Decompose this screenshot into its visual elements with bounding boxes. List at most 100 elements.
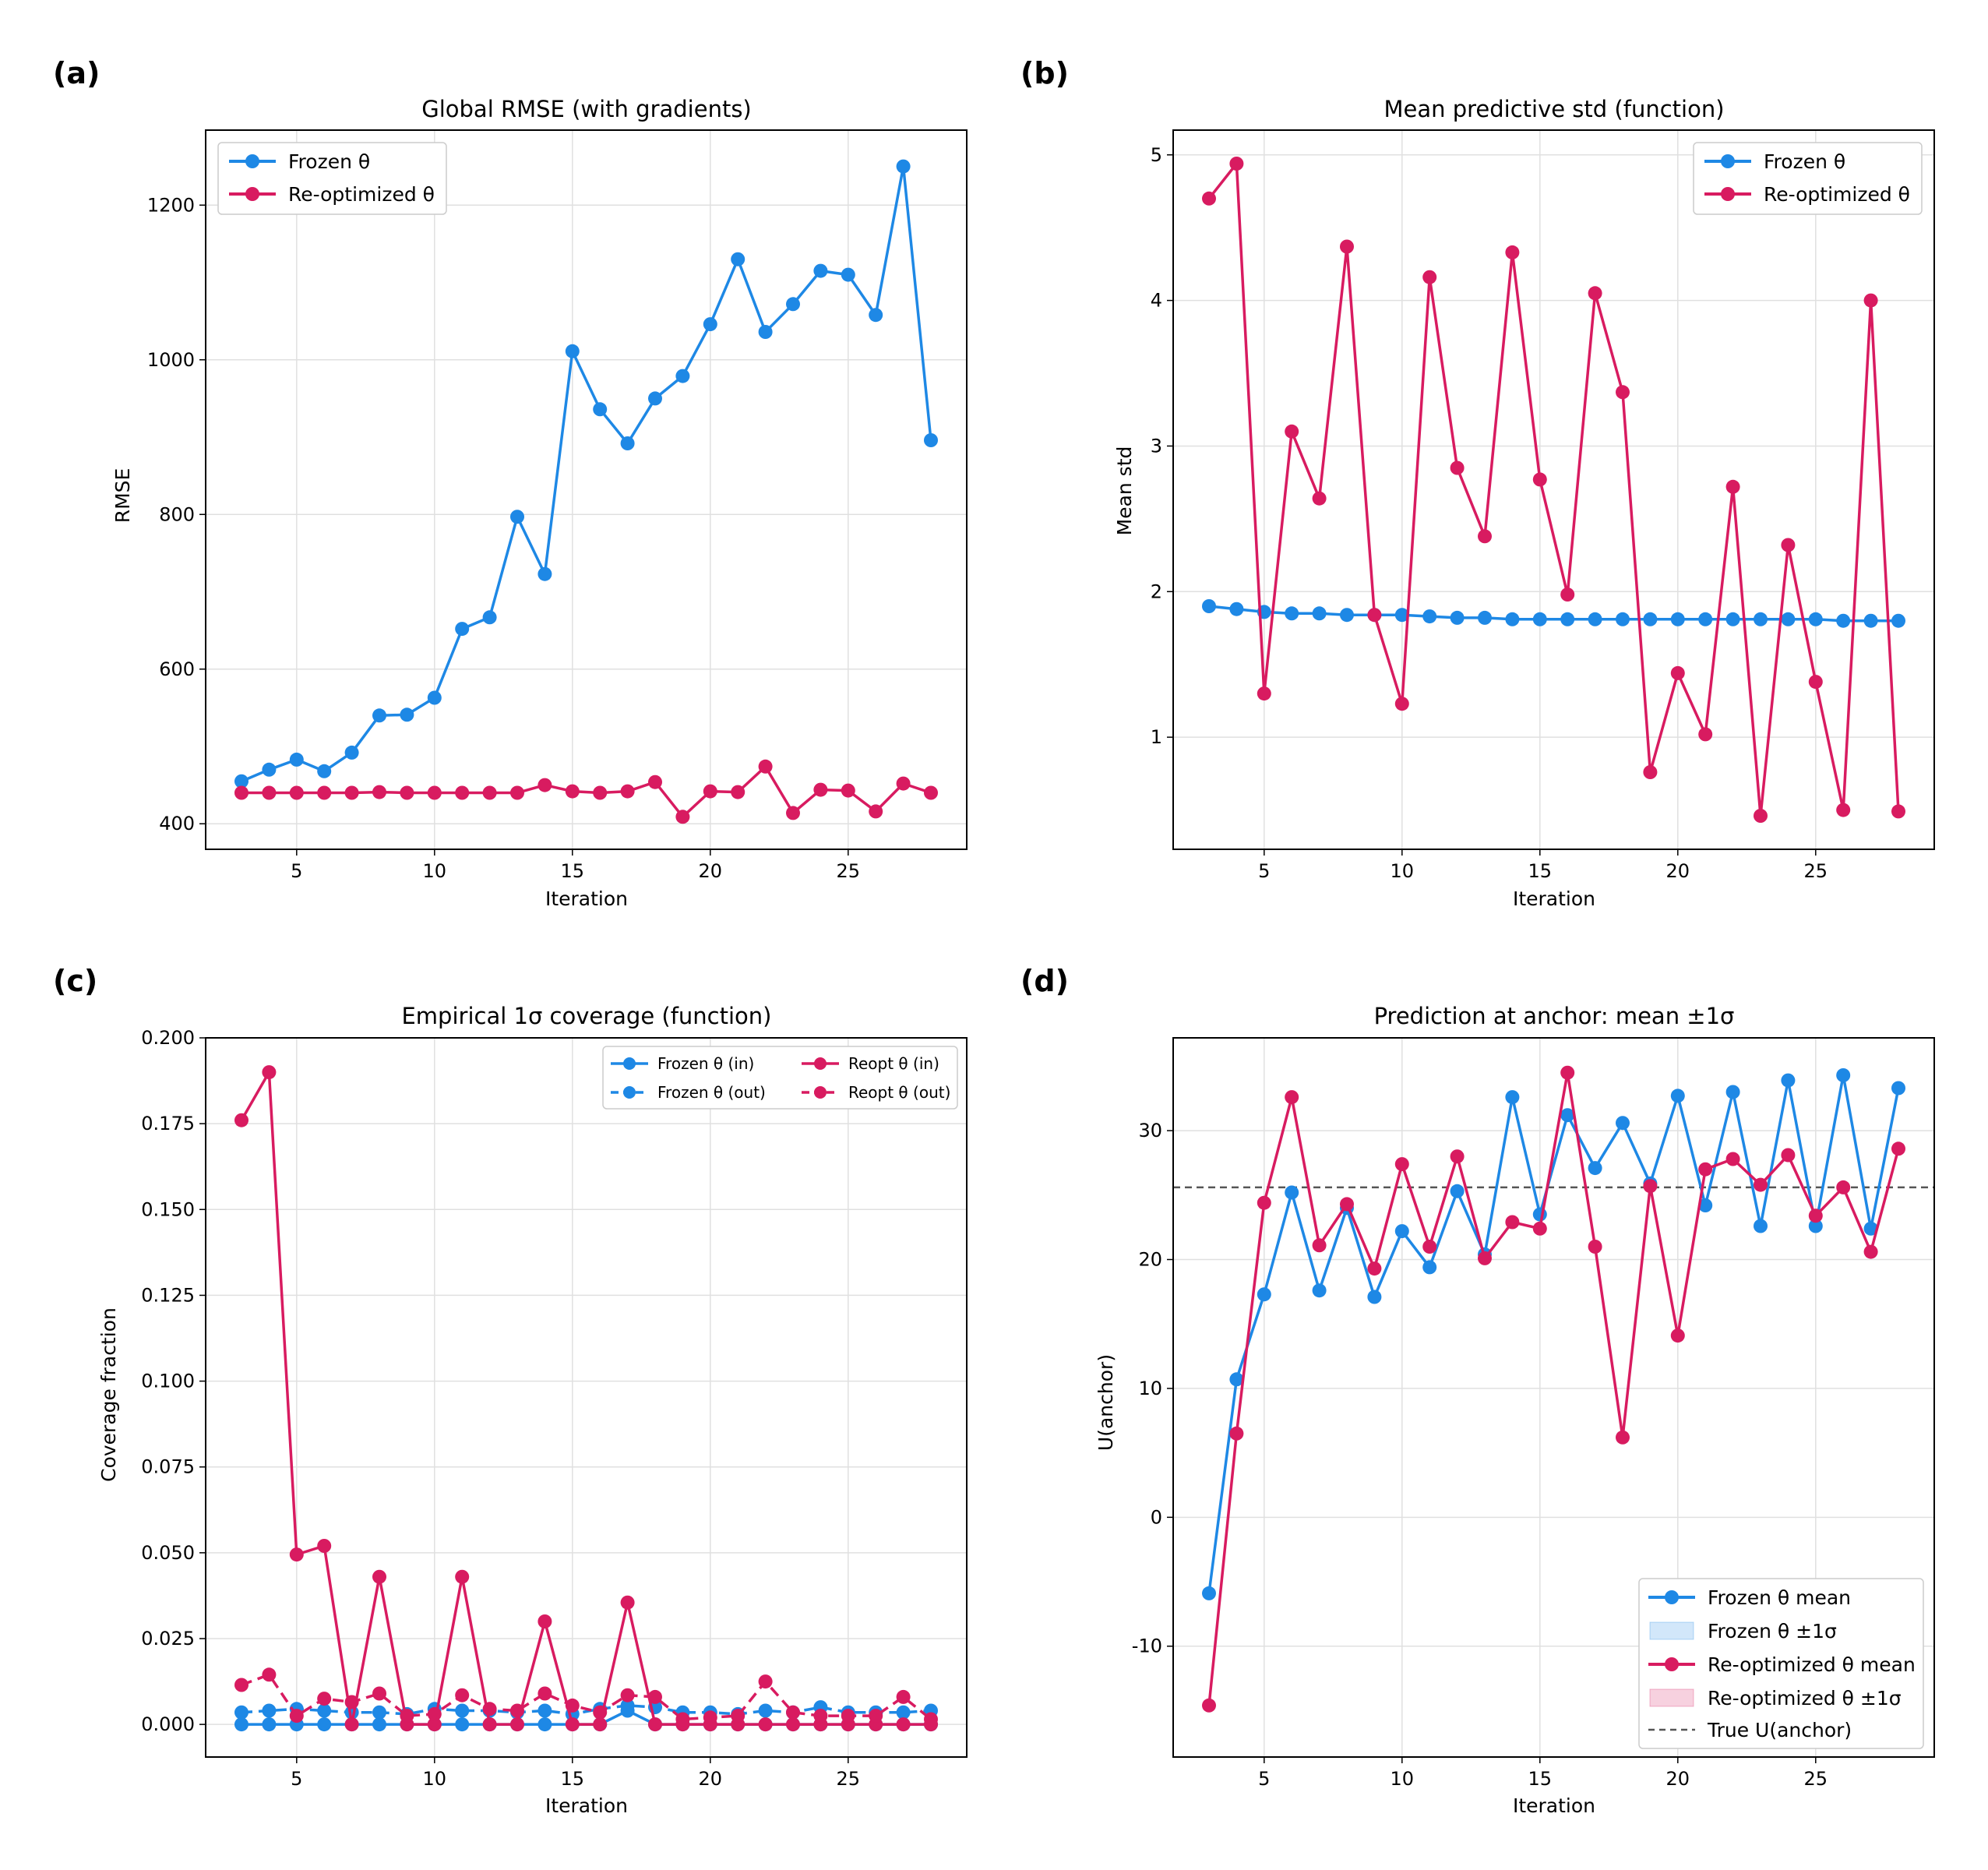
panel-b-data-point: [1394, 697, 1409, 711]
panel-a-xtick-label: 15: [561, 860, 585, 882]
panel-b-data-point: [1340, 608, 1354, 623]
panel-c-legend-frozen-out-label: Frozen θ (out): [657, 1083, 766, 1102]
panel-a-data-point: [924, 785, 938, 800]
panel-d-data-point: [1863, 1221, 1878, 1236]
panel-a-data-point: [620, 436, 635, 450]
panel-b-data-point: [1670, 612, 1685, 626]
panel-b-data-point: [1670, 665, 1685, 680]
panel-d-data-point: [1891, 1141, 1905, 1156]
panel-b-letter: (b): [1020, 56, 1069, 90]
panel-b-data-point: [1781, 538, 1796, 552]
panel-b-data-point: [1754, 612, 1768, 626]
panel-a-xtick-label: 5: [291, 860, 302, 882]
panel-c-data-point: [620, 1595, 635, 1610]
panel-d-data-point: [1616, 1430, 1630, 1445]
panel-c-data-point: [262, 1667, 277, 1682]
panel-a-data-point: [234, 774, 248, 789]
panel-c-plot: [234, 1065, 938, 1732]
panel-d-data-point: [1670, 1088, 1685, 1103]
panel-d-data-point: [1670, 1328, 1685, 1343]
panel-c-data-point: [786, 1717, 800, 1732]
panel-a-legend-reopt-marker: [245, 187, 259, 201]
panel-b-data-point: [1643, 612, 1658, 626]
panel-a-data-point: [924, 433, 938, 447]
panel-b-data-point: [1588, 286, 1602, 301]
panel-b-data-point: [1367, 608, 1382, 623]
panel-c-data-point: [317, 1703, 332, 1718]
panel-d-series-line: [1207, 1074, 1900, 1594]
panel-c-data-point: [344, 1717, 359, 1732]
panel-c-ytick-label: 0.150: [141, 1198, 195, 1220]
panel-a-data-point: [289, 752, 304, 767]
panel-d-xtick-label: 20: [1666, 1768, 1690, 1790]
panel-a-data-point: [731, 785, 746, 799]
panel-b-xtick-label: 15: [1528, 860, 1553, 882]
panel-c-axes-frame: [205, 1037, 968, 1758]
panel-a-data-point: [841, 783, 855, 798]
panel-d-xtick-label: 5: [1258, 1768, 1270, 1790]
panel-b-data-point: [1257, 686, 1271, 701]
panel-a-ytick-label: 1200: [147, 194, 195, 216]
panel-c-data-point: [896, 1689, 911, 1704]
panel-c-grid: [206, 1037, 967, 1757]
panel-b-ytick-label: 5: [1151, 144, 1162, 166]
panel-b-legend-frozen-marker: [1721, 154, 1735, 168]
panel-a-ytick-label: 1000: [147, 349, 195, 371]
panel-c-legend-reopt-out-marker: [814, 1086, 827, 1099]
panel-a-data-point: [620, 784, 635, 799]
panel-b-xtick-label: 5: [1258, 860, 1270, 882]
panel-c-data-point: [620, 1688, 635, 1702]
panel-d-data-point: [1588, 1161, 1602, 1176]
panel-c: (c) Empirical 1σ coverage (function) Ite…: [53, 964, 968, 1817]
panel-d-legend: Frozen θ mean Frozen θ ±1σ Re-optimized …: [1638, 1578, 1924, 1749]
panel-c-data-point: [455, 1717, 470, 1732]
panel-d-data-point: [1394, 1224, 1409, 1239]
panel-c-legend-box: [602, 1046, 958, 1110]
panel-d-legend-frozen-band-label: Frozen θ ±1σ: [1708, 1620, 1837, 1642]
panel-d-data-point: [1781, 1148, 1796, 1163]
panel-d-data-point: [1312, 1283, 1327, 1298]
panel-a-data-point: [813, 782, 828, 797]
panel-d-xtick-label: 25: [1804, 1768, 1828, 1790]
panel-a-data-point: [786, 297, 800, 312]
panel-d-ytick-label: 30: [1138, 1120, 1162, 1141]
panel-d-data-point: [1285, 1090, 1299, 1105]
panel-b-data-point: [1340, 239, 1354, 254]
panel-c-data-point: [565, 1698, 580, 1713]
panel-c-data-point: [482, 1702, 497, 1717]
panel-c-data-point: [234, 1113, 248, 1127]
panel-c-data-point: [675, 1712, 690, 1727]
panel-a-ytick-label: 400: [159, 813, 195, 834]
panel-a-data-point: [786, 806, 800, 820]
panel-c-data-point: [400, 1709, 414, 1724]
panel-c-data-point: [262, 1717, 277, 1732]
panel-d-data-point: [1450, 1149, 1465, 1164]
panel-c-data-point: [289, 1547, 304, 1562]
panel-d-data-point: [1754, 1177, 1768, 1192]
panel-b-data-point: [1285, 606, 1299, 621]
panel-b-data-point: [1560, 612, 1575, 626]
panel-b-data-point: [1505, 245, 1520, 259]
panel-c-data-point: [289, 1709, 304, 1724]
panel-c-data-point: [510, 1717, 524, 1732]
panel-b-legend-frozen-label: Frozen θ: [1764, 150, 1845, 173]
panel-b-ytick-label: 2: [1151, 580, 1162, 602]
panel-d-data-point: [1257, 1195, 1271, 1210]
panel-a-xlabel: Iteration: [545, 887, 628, 910]
panel-d-ytick-label: 20: [1138, 1249, 1162, 1271]
panel-a: (a) Global RMSE (with gradients) Iterati…: [53, 56, 968, 910]
panel-d-data-point: [1202, 1586, 1216, 1600]
panel-d-legend-reopt-mean-marker: [1665, 1657, 1679, 1671]
panel-c-legend: Frozen θ (in) Frozen θ (out) Reopt θ (in…: [602, 1046, 958, 1110]
panel-b-data-point: [1478, 529, 1492, 544]
panel-c-data-point: [262, 1703, 277, 1718]
panel-a-data-point: [703, 784, 717, 799]
panel-d-xtick-label: 15: [1528, 1768, 1553, 1790]
panel-b-data-point: [1725, 612, 1740, 626]
panel-c-xtick-label: 20: [699, 1768, 723, 1790]
panel-b-ylabel: Mean std: [1113, 446, 1136, 536]
panel-c-data-point: [234, 1717, 248, 1732]
panel-c-legend-frozen-in-label: Frozen θ (in): [657, 1054, 754, 1073]
panel-a-data-point: [427, 690, 442, 705]
